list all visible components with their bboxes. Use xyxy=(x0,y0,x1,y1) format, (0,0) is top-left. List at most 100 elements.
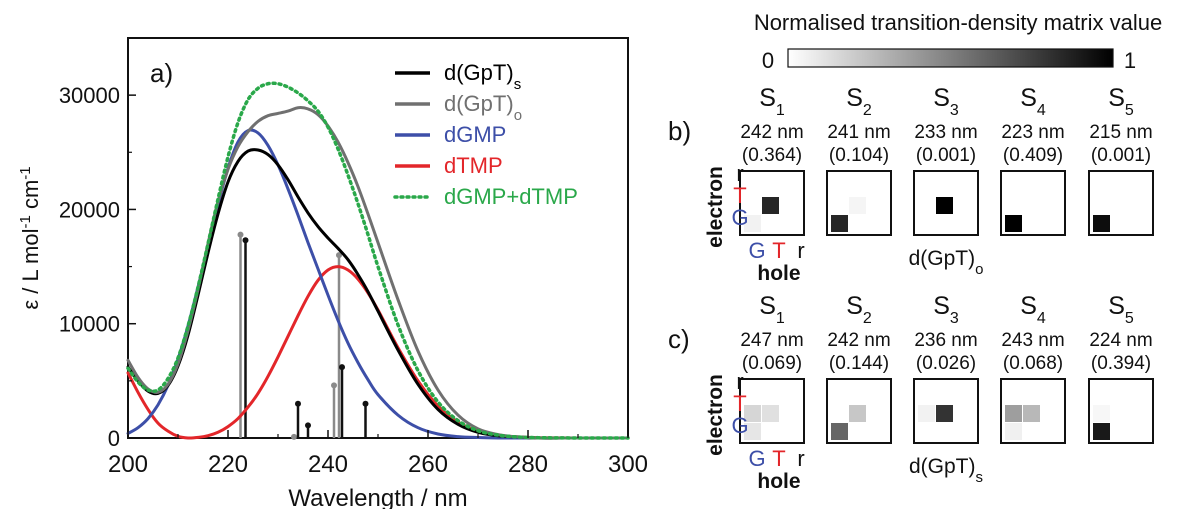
panel-label: c) xyxy=(668,324,690,354)
state-label: S4 xyxy=(1020,84,1046,119)
matrix-cell xyxy=(744,405,761,422)
row-label: T xyxy=(733,183,746,208)
oscillator-strength: (0.144) xyxy=(829,353,889,374)
matrix-cell xyxy=(936,405,953,422)
matrix-cell xyxy=(1093,215,1110,232)
matrix-cell xyxy=(1093,423,1110,440)
series-line-dgmp xyxy=(126,128,630,440)
oscillator-strength: (0.001) xyxy=(916,145,976,166)
colorbar-title: Normalised transition-density matrix val… xyxy=(754,10,1162,35)
colorbar: Normalised transition-density matrix val… xyxy=(754,10,1162,73)
legend-label: dTMP xyxy=(444,153,503,178)
row-label: G xyxy=(731,205,748,230)
matrix-cell xyxy=(762,197,779,214)
state-wavelength: 241 nm xyxy=(827,122,890,143)
state-label: S3 xyxy=(933,292,959,327)
matrix-frame xyxy=(913,170,979,236)
electron-axis-title: electron xyxy=(704,374,727,456)
electron-axis-title: electron xyxy=(704,166,727,248)
stick-marker xyxy=(305,422,311,429)
x-tick-label: 260 xyxy=(408,451,448,478)
stick-marker xyxy=(242,237,249,244)
y-tick-label: 0 xyxy=(108,426,120,451)
plot-frame xyxy=(127,37,629,439)
panel-label: b) xyxy=(668,116,691,146)
stick-marker xyxy=(339,364,345,371)
absorption-spectrum-chart: 200 220 240 260 280 300 0 10000 20000 30000 a) Wa… xyxy=(17,37,648,509)
row-label: r xyxy=(736,369,743,394)
series-line-dgmp-dtmp xyxy=(126,81,630,440)
col-label: G xyxy=(748,238,765,263)
molecule-label: d(GpT)o xyxy=(909,247,984,278)
oscillator-strength: (0.364) xyxy=(742,145,802,166)
y-tick-label: 20000 xyxy=(59,197,120,222)
matrix-cell xyxy=(744,423,761,440)
molecule-label: d(GpT)s xyxy=(909,455,983,486)
matrix-cell xyxy=(936,197,953,214)
matrix-cell xyxy=(831,423,848,440)
state-wavelength: 236 nm xyxy=(914,330,977,351)
col-label: r xyxy=(797,446,804,471)
state-wavelength: 215 nm xyxy=(1089,122,1152,143)
x-tick-label: 200 xyxy=(108,451,148,478)
series-line-dtmp xyxy=(126,265,630,440)
state-label: S4 xyxy=(1020,292,1046,327)
stick-marker xyxy=(295,400,301,407)
state-wavelength: 224 nm xyxy=(1089,330,1152,351)
matrix-cell xyxy=(849,405,866,422)
panel-label-a: a) xyxy=(150,58,173,88)
row-label: r xyxy=(736,161,743,186)
state-label: S2 xyxy=(846,84,872,119)
state-wavelength: 242 nm xyxy=(827,330,890,351)
matrix-cell xyxy=(918,405,935,422)
oscillator-strength: (0.068) xyxy=(1003,353,1063,374)
state-wavelength: 242 nm xyxy=(740,122,803,143)
row-label: T xyxy=(733,391,746,416)
col-label: T xyxy=(772,446,785,471)
state-label: S5 xyxy=(1108,84,1134,119)
stick-marker xyxy=(291,433,297,440)
hole-axis-title: hole xyxy=(757,470,800,493)
row-label: G xyxy=(731,413,748,438)
colorbar-gradient xyxy=(787,48,1114,68)
col-label: r xyxy=(797,238,804,263)
state-wavelength: 243 nm xyxy=(1001,330,1064,351)
state-wavelength: 233 nm xyxy=(914,122,977,143)
oscillator-strength: (0.069) xyxy=(742,353,802,374)
stick-marker xyxy=(362,400,369,407)
x-tick-label: 220 xyxy=(208,451,248,478)
oscillator-strength: (0.026) xyxy=(916,353,976,374)
legend-label: dGMP+dTMP xyxy=(444,184,578,209)
state-label: S1 xyxy=(759,292,785,327)
matrix-cell xyxy=(1093,405,1110,422)
matrix-cell xyxy=(1005,423,1022,440)
state-wavelength: 223 nm xyxy=(1001,122,1064,143)
y-tick-label: 10000 xyxy=(59,312,120,337)
state-wavelength: 247 nm xyxy=(740,330,803,351)
colorbar-max-label: 1 xyxy=(1124,48,1136,73)
legend-label: dGMP xyxy=(444,122,506,147)
matrix-cell xyxy=(744,215,761,232)
hole-axis-title: hole xyxy=(757,262,800,285)
legend-label: d(GpT)o xyxy=(444,91,522,124)
y-tick-label: 30000 xyxy=(59,83,120,108)
matrix-cell xyxy=(1023,405,1040,422)
oscillator-strength: (0.394) xyxy=(1091,353,1151,374)
col-label: T xyxy=(772,238,785,263)
axis-ticks: 200 220 240 260 280 300 0 10000 20000 30000 xyxy=(59,83,648,478)
state-label: S1 xyxy=(759,84,785,119)
state-label: S5 xyxy=(1108,292,1134,327)
matrix-cell xyxy=(1005,215,1022,232)
oscillator-strength: (0.409) xyxy=(1003,145,1063,166)
oscillator-strength: (0.001) xyxy=(1091,145,1151,166)
stick-marker xyxy=(331,382,337,389)
matrix-cell xyxy=(1005,405,1022,422)
y-axis-label: ε / L mol-1 cm-1 xyxy=(17,166,44,309)
matrix-cell xyxy=(762,405,779,422)
spectrum-lines xyxy=(126,81,630,440)
x-tick-label: 240 xyxy=(308,451,348,478)
oscillator-strength: (0.104) xyxy=(829,145,889,166)
